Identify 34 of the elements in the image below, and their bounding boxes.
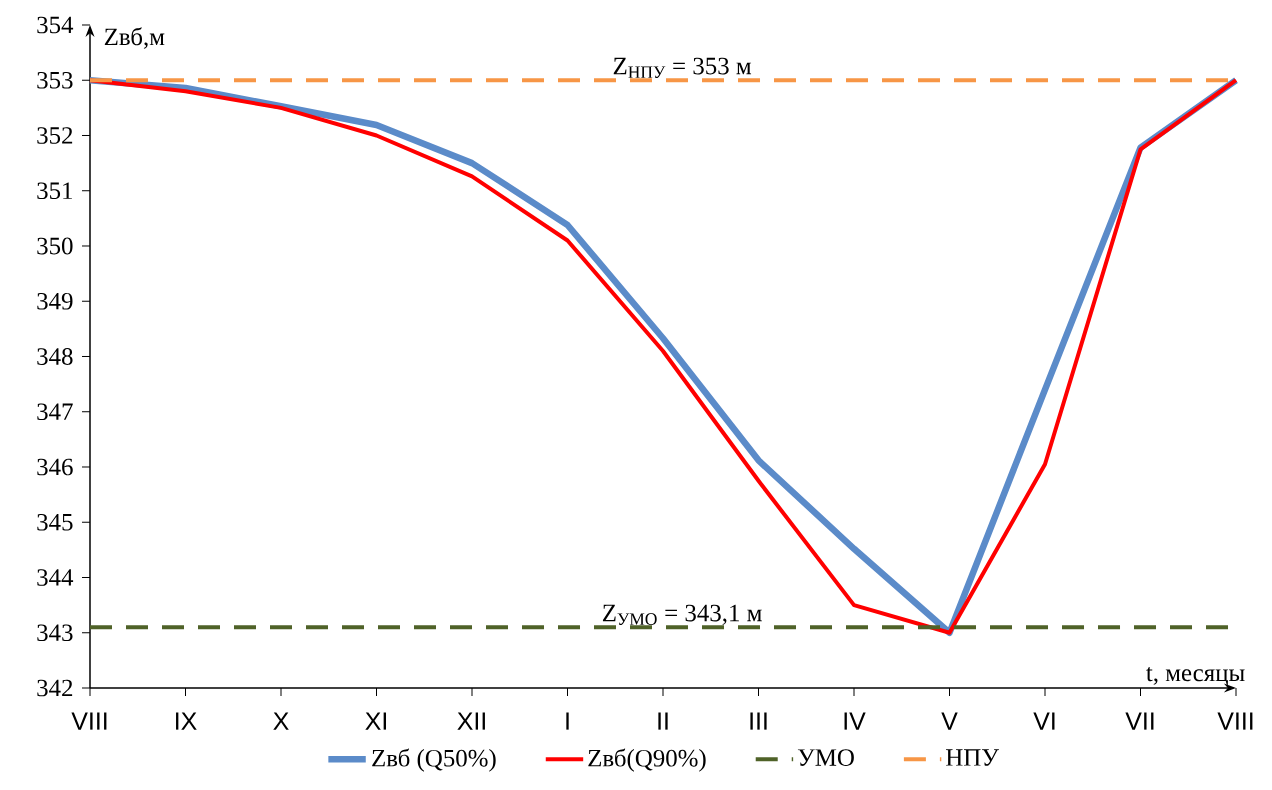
x-tick-label: III (750, 712, 767, 730)
legend-label: Zвб(Q90%) (588, 748, 706, 772)
y-tick-label: 349 (37, 292, 73, 310)
x-tick-label: XI (365, 712, 386, 730)
x-tick-label: IX (176, 712, 197, 730)
x-tick-label: VIII (1217, 712, 1253, 730)
x-tick-label: V (941, 712, 958, 730)
legend-label: НПУ (946, 749, 999, 766)
x-tick-label: IV (844, 712, 866, 730)
y-tick-label: 351 (37, 182, 72, 200)
x-tick-label: X (273, 712, 289, 730)
annotation: Z$_{НПУ}$ = 353 м (613, 57, 752, 79)
y-tick-label: 354 (37, 16, 74, 34)
x-tick-label: I (566, 712, 569, 730)
y-tick-label: 353 (37, 71, 73, 89)
x-axis-title: t, месяцы (1146, 666, 1245, 686)
y-tick-label: 346 (37, 458, 73, 476)
legend-label: Zвб (Q50%) (372, 748, 496, 772)
y-tick-label: 352 (37, 127, 73, 144)
y-tick-label: 347 (37, 403, 73, 421)
y-tick-label: 348 (37, 348, 73, 365)
legend-label: УМО (797, 749, 854, 766)
x-tick-label: XII (457, 712, 485, 730)
y-tick-label: 342 (37, 679, 73, 697)
y-tick-label: 345 (37, 513, 73, 531)
y-tick-label: 344 (37, 569, 74, 586)
y-tick-label: 343 (37, 624, 73, 642)
x-tick-label: II (658, 712, 668, 730)
x-tick-label: VI (1033, 712, 1055, 730)
x-tick-label: VII (1125, 712, 1154, 730)
x-tick-label: VIII (71, 712, 107, 730)
y-tick-label: 350 (37, 237, 73, 255)
y-axis-title: Zвб,м (104, 27, 165, 49)
annotation: Z$_{УМО}$ = 343,1 м (602, 604, 762, 626)
